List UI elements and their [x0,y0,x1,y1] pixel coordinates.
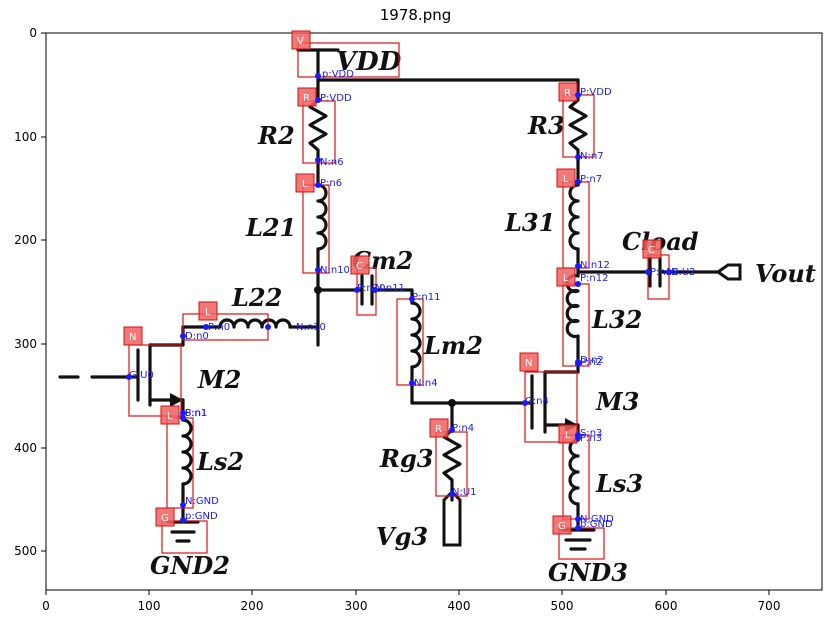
pin-label: S:n1 [185,408,207,419]
bbox-m2 [128,344,182,417]
label-l31: L31 [504,208,555,237]
bbox-r3 [562,94,595,158]
tag-l31: L [563,174,569,185]
pin-label: N:n11 [375,283,405,294]
plot-frame [45,32,823,591]
tag-l22: L [205,307,211,318]
label-gnd2: GND2 [150,551,230,580]
pin-label: N:GND [185,496,219,507]
pin-label: N:n10 [296,322,326,333]
tag-r2: R [303,93,310,104]
pin-label: N:n4 [414,378,438,389]
tag-gnd3: G [558,521,566,532]
pin-label: G:U0 [129,370,154,381]
pin-label: P:n12 [580,273,608,284]
bbox-m3 [524,371,578,443]
pin-label: N:n10 [320,265,350,276]
bbox-gnd3 [558,527,605,560]
tag-r3: R [564,88,571,99]
x-axis: 0 100 200 300 400 500 600 700 [42,590,780,613]
bbox-ls3 [562,434,590,520]
circuit-wires [58,48,742,551]
label-m2: M2 [197,365,241,394]
detection-boxes [128,42,670,560]
tag-m2: N [129,332,136,343]
x-tick-label: 200 [241,599,264,613]
tag-l32: L [563,273,569,284]
label-r2: R2 [257,121,295,150]
label-r3: R3 [527,111,565,140]
pin-label: N:n6 [320,157,344,168]
x-tick-label: 300 [345,599,368,613]
bbox-vdd [297,42,400,78]
pin-label: P:n4 [452,423,474,434]
pin-label: P:n7 [580,174,602,185]
label-m3: M3 [595,387,639,416]
x-tick-label: 0 [42,599,50,613]
bbox-l31 [562,181,590,269]
pin-label: N:U2 [671,267,696,278]
pin-label: P:n2 [580,357,602,368]
label-vg3: Vg3 [376,522,428,551]
pin-label: S:n3 [580,428,602,439]
component-labels: VDD R2 R3 L21 L31 Cm2 Cload Vout L22 L32… [150,47,816,587]
pin-label: p:VDD [322,69,354,80]
x-tick-label: 600 [655,599,678,613]
pin-label: N:GND [580,514,614,525]
pin-label: P:VDD [580,87,612,98]
pin-label: P:n6 [320,178,342,189]
label-rg3: Rg3 [379,444,433,473]
label-vout: Vout [755,259,816,288]
pin-label: P:n1 [185,408,207,419]
pin-label: D:n2 [580,355,604,366]
tag-l21: L [302,179,308,190]
x-tick-label: 400 [448,599,471,613]
tag-cm2: C [356,261,363,272]
figure-title: 1978.png [379,6,452,24]
y-tick-label: 200 [14,233,37,247]
label-lm2: Lm2 [423,331,483,360]
label-l32: L32 [591,305,642,334]
label-vdd: VDD [336,47,402,77]
label-ls2: Ls2 [196,447,244,476]
pin-label: P:n11 [412,292,440,303]
pin-label: N:n12 [580,260,610,271]
y-tick-label: 100 [14,130,37,144]
label-gnd3: GND3 [548,558,628,587]
pin-label: N:n7 [580,151,604,162]
pin-label: p:GND [185,511,218,522]
pin-annotations: p:VDD P:VDD N:n6 P:VDD N:n7 P:n6 N:n10 P… [126,69,696,531]
x-tick-label: 500 [551,599,574,613]
x-tick-label: 700 [758,599,781,613]
y-tick-label: 400 [14,441,37,455]
pin-label: P:VDD [320,93,352,104]
y-axis: 0 100 200 300 400 500 [14,26,46,558]
pin-label: P:n3 [580,433,602,444]
x-tick-label: 100 [138,599,161,613]
pin-label: D:n0 [185,331,209,342]
pin-label: p:GND [580,519,613,530]
pin-label: P:n12 [650,267,678,278]
tag-rg3: R [435,424,442,435]
label-l21: L21 [245,213,296,242]
tag-gnd2: G [161,513,169,524]
tag-ls2: L [167,411,173,422]
pin-label: P:n10 [357,283,385,294]
tag-ls3: L [565,430,571,441]
pin-label: G:n4 [525,396,549,407]
tag-vdd: V [297,36,304,47]
tag-cload: C [648,245,655,256]
label-l22: L22 [231,283,282,312]
pin-label: P:n0 [208,322,230,333]
y-tick-label: 300 [14,337,37,351]
y-tick-label: 0 [29,26,37,40]
tag-m3: N [525,358,532,369]
class-tags: V R R L L C C L L N N L L R G G [123,30,662,535]
pin-label: N:U1 [452,487,477,498]
label-ls3: Ls3 [595,469,643,498]
y-tick-label: 500 [14,544,37,558]
